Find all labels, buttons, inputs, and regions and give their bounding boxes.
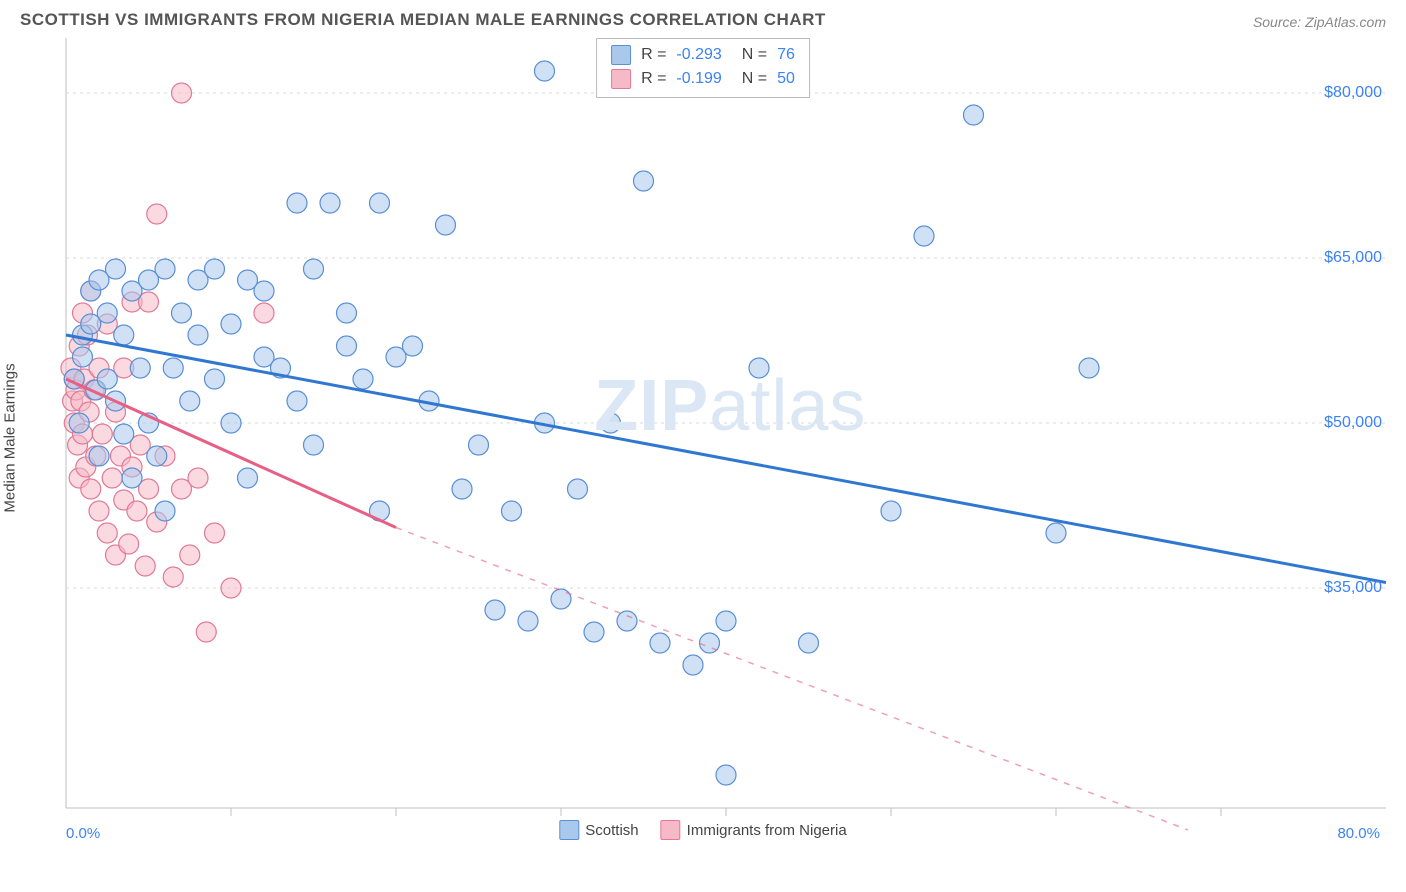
x-min-label: 0.0% bbox=[66, 825, 100, 842]
correlation-stats-box: R = -0.293 N = 76 R = -0.199 N = 50 bbox=[596, 38, 810, 98]
corr-row-scottish: R = -0.293 N = 76 bbox=[611, 43, 795, 67]
swatch-scottish bbox=[611, 45, 631, 65]
x-max-label: 80.0% bbox=[1337, 825, 1380, 842]
legend-item-scottish: Scottish bbox=[559, 820, 638, 840]
y-tick-label: $35,000 bbox=[1324, 579, 1382, 597]
correlation-chart: Median Male Earnings ZIPatlas $35,000$50… bbox=[20, 38, 1386, 838]
page-title: SCOTTISH VS IMMIGRANTS FROM NIGERIA MEDI… bbox=[20, 10, 826, 30]
series-legend: Scottish Immigrants from Nigeria bbox=[559, 820, 846, 840]
corr-row-nigeria: R = -0.199 N = 50 bbox=[611, 67, 795, 91]
legend-swatch-scottish bbox=[559, 820, 579, 840]
scatter-plot-svg bbox=[20, 38, 1386, 838]
y-tick-label: $65,000 bbox=[1324, 249, 1382, 267]
legend-item-nigeria: Immigrants from Nigeria bbox=[661, 820, 847, 840]
swatch-nigeria bbox=[611, 69, 631, 89]
y-axis-label: Median Male Earnings bbox=[2, 363, 19, 512]
y-tick-label: $50,000 bbox=[1324, 414, 1382, 432]
legend-swatch-nigeria bbox=[661, 820, 681, 840]
source-attribution: Source: ZipAtlas.com bbox=[1253, 14, 1386, 30]
y-tick-label: $80,000 bbox=[1324, 84, 1382, 102]
